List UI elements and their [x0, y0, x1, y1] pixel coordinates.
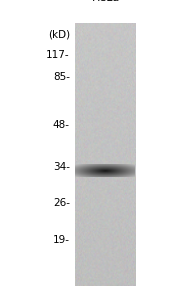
Text: 117-: 117-	[46, 50, 70, 61]
Text: HeLa: HeLa	[91, 0, 120, 3]
Text: 26-: 26-	[53, 197, 70, 208]
Text: 48-: 48-	[53, 119, 70, 130]
Text: (kD): (kD)	[48, 29, 70, 40]
Text: 85-: 85-	[53, 71, 70, 82]
Text: 34-: 34-	[53, 161, 70, 172]
Text: 19-: 19-	[53, 235, 70, 245]
